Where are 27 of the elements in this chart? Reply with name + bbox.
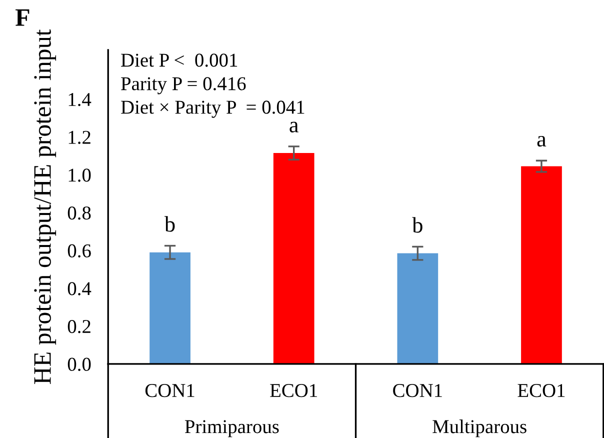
data-label: b	[164, 216, 175, 232]
text: Multiparous	[432, 420, 526, 438]
y-tick-label: 0.0	[68, 358, 91, 371]
data-label: a	[537, 136, 546, 147]
y-axis-title: HE protein output/HE protein input	[34, 29, 56, 384]
chart-title: F	[16, 9, 30, 26]
bar	[150, 252, 190, 364]
y-tick-label: 1.0	[68, 168, 91, 182]
text: Primiparous	[184, 420, 279, 438]
y-tick-label: 0.6	[68, 244, 91, 258]
data-label: b	[412, 217, 422, 233]
bar	[397, 253, 438, 364]
y-tick-label: 0.8	[68, 206, 91, 220]
data-label: a	[290, 122, 298, 132]
x-tick-label: ECO1	[270, 384, 317, 398]
x-tick-label: ECO1	[518, 384, 565, 398]
x-tick-label: CON1	[393, 384, 442, 398]
y-tick-label: 1.4	[68, 93, 92, 106]
annotation: Parity P = 0.416	[121, 77, 246, 94]
y-tick-label: 1.2	[68, 130, 90, 144]
y-tick-label: 0.4	[68, 282, 92, 296]
x-tick-label: CON1	[145, 384, 194, 398]
annotation: Diet × Parity P = 0.041	[121, 100, 304, 118]
y-tick-label: 0.2	[68, 320, 90, 334]
annotation: Diet P < 0.001	[121, 54, 238, 67]
bar	[521, 166, 562, 364]
bar	[273, 153, 314, 364]
